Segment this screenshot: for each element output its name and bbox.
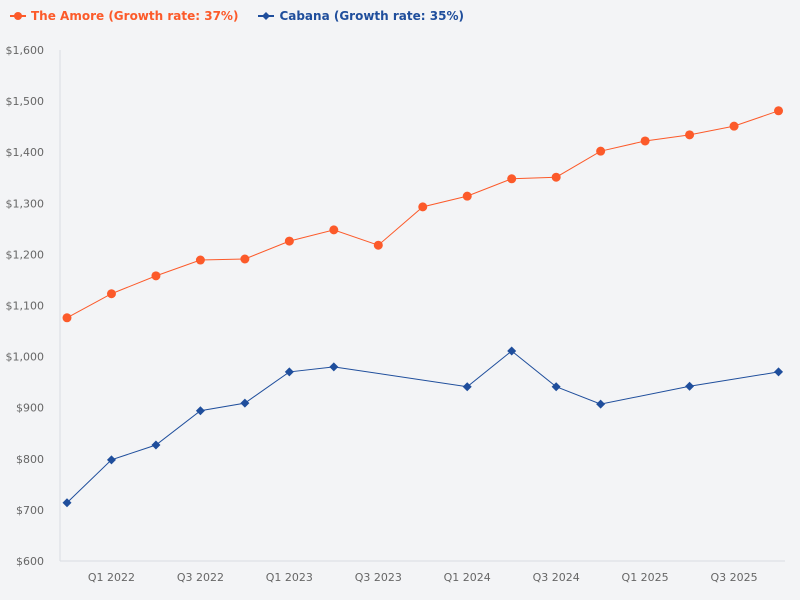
y-tick-label: $1,600 — [6, 44, 45, 57]
y-tick-label: $1,100 — [6, 300, 45, 313]
data-point — [596, 146, 606, 156]
data-point — [685, 381, 695, 391]
data-point — [62, 498, 72, 508]
x-tick-label: Q3 2022 — [177, 571, 224, 584]
y-tick-label: $600 — [16, 555, 44, 568]
data-point — [329, 225, 339, 235]
data-point — [240, 398, 250, 408]
data-point — [462, 382, 472, 392]
y-tick-label: $1,500 — [6, 95, 45, 108]
data-point — [329, 362, 339, 372]
data-point — [284, 367, 294, 377]
data-point — [596, 399, 606, 409]
legend: The Amore (Growth rate: 37%) Cabana (Gro… — [10, 9, 464, 23]
x-tick-label: Q1 2025 — [622, 571, 669, 584]
data-point — [507, 174, 517, 184]
data-point — [418, 202, 428, 212]
y-tick-label: $1,400 — [6, 146, 45, 159]
y-tick-label: $1,300 — [6, 197, 45, 210]
series-line-0 — [66, 110, 779, 319]
data-point — [462, 191, 472, 201]
series-line-1 — [66, 350, 779, 504]
x-tick-label: Q1 2024 — [444, 571, 491, 584]
data-point — [774, 106, 784, 116]
x-tick-label: Q1 2023 — [266, 571, 313, 584]
data-point — [551, 172, 561, 182]
data-point — [284, 236, 294, 246]
data-point — [106, 455, 116, 465]
x-tick-label: Q1 2022 — [88, 571, 135, 584]
data-point — [373, 240, 383, 250]
legend-label: The Amore (Growth rate: 37%) — [31, 9, 239, 23]
y-tick-label: $1,000 — [6, 351, 45, 364]
data-point — [195, 406, 205, 416]
legend-label: Cabana (Growth rate: 35%) — [279, 9, 464, 23]
y-tick-label: $1,200 — [6, 248, 45, 261]
legend-item-cabana[interactable]: Cabana (Growth rate: 35%) — [258, 9, 464, 23]
data-point — [240, 254, 250, 264]
circle-marker-icon — [10, 12, 26, 20]
x-tick-label: Q3 2023 — [355, 571, 402, 584]
data-point — [640, 136, 650, 146]
data-point — [106, 289, 116, 299]
x-tick-label: Q3 2025 — [710, 571, 757, 584]
diamond-marker-icon — [258, 12, 275, 20]
x-tick-label: Q3 2024 — [533, 571, 580, 584]
y-tick-label: $800 — [16, 453, 44, 466]
data-point — [729, 121, 739, 131]
y-tick-label: $900 — [16, 402, 44, 415]
data-point — [685, 130, 695, 140]
data-point — [195, 255, 205, 265]
data-point — [151, 271, 161, 281]
data-point — [551, 382, 561, 392]
data-point — [62, 313, 72, 323]
data-point — [151, 440, 161, 450]
legend-item-the-amore[interactable]: The Amore (Growth rate: 37%) — [10, 9, 238, 23]
data-point — [507, 346, 517, 356]
y-tick-label: $700 — [16, 504, 44, 517]
data-point — [774, 367, 784, 377]
